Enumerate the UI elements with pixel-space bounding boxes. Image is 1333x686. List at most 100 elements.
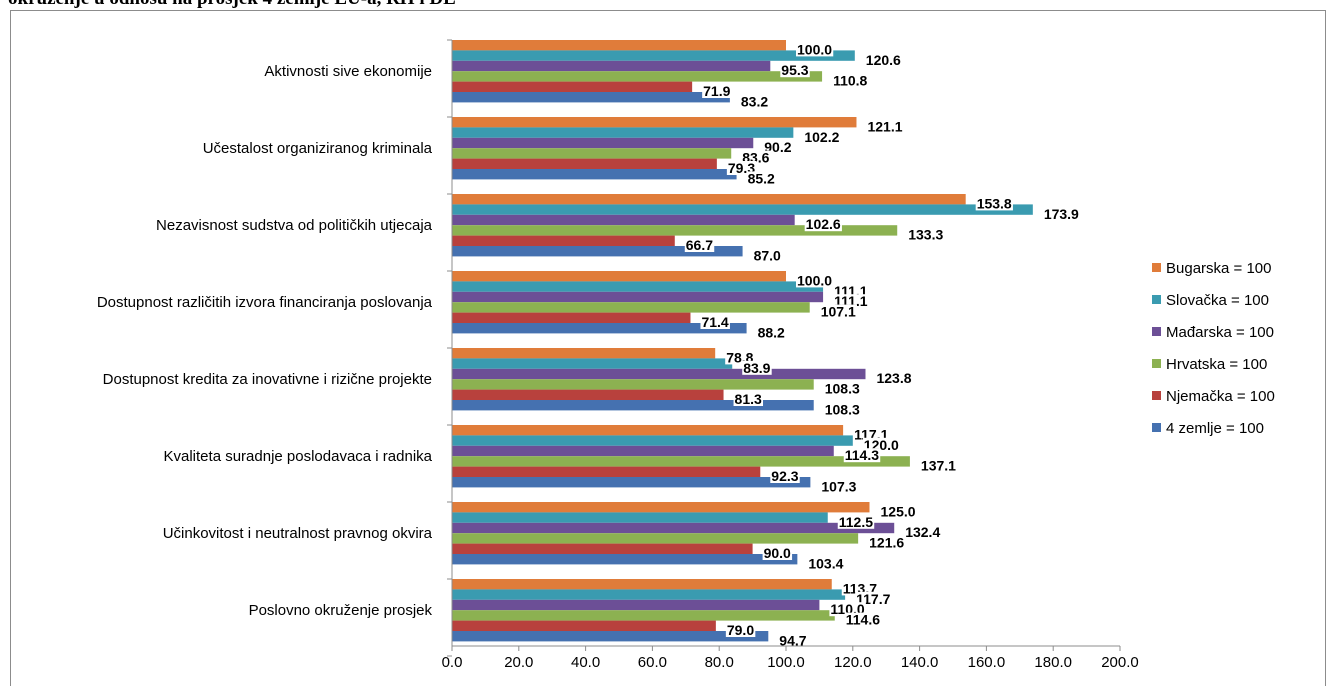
data-label: 112.5 — [839, 514, 873, 530]
legend-swatch — [1152, 359, 1161, 368]
data-label-bg — [907, 227, 945, 242]
data-label: 153.8 — [977, 195, 1012, 211]
data-label: 123.8 — [876, 370, 911, 386]
data-label: 107.1 — [821, 304, 856, 320]
bar — [452, 512, 828, 523]
bar — [452, 533, 859, 544]
bar — [452, 194, 966, 205]
data-label: 133.3 — [908, 227, 943, 243]
data-label-bg — [796, 273, 834, 288]
bar — [452, 400, 814, 411]
data-label-bg — [756, 325, 787, 340]
bar — [452, 456, 910, 467]
bar — [452, 435, 853, 446]
x-tick-label: 200.0 — [1101, 654, 1139, 671]
bar — [452, 158, 717, 169]
legend-label: Bugarska = 100 — [1166, 260, 1272, 277]
data-label: 66.7 — [686, 237, 713, 253]
data-label-bg — [823, 402, 861, 417]
data-label-bg — [762, 546, 793, 560]
legend-swatch — [1152, 327, 1161, 336]
data-label-bg — [864, 52, 903, 67]
data-label-bg — [700, 315, 730, 329]
bar — [452, 631, 769, 642]
data-label-bg — [844, 612, 882, 627]
data-label-bg — [819, 304, 857, 319]
data-label-bg — [752, 248, 783, 263]
data-label-bg — [780, 63, 810, 78]
bar — [452, 358, 733, 369]
data-label-bg — [742, 360, 772, 375]
legend-label: 4 zemlje = 100 — [1166, 420, 1264, 437]
data-label-bg — [843, 448, 881, 463]
data-label-bg — [875, 371, 913, 386]
data-label-bg — [1042, 206, 1081, 221]
bar — [452, 445, 834, 457]
data-label: 137.1 — [921, 458, 956, 474]
data-label-bg — [778, 633, 808, 648]
data-label-bg — [868, 535, 906, 550]
legend-label: Njemačka = 100 — [1166, 388, 1275, 405]
data-label-bg — [684, 238, 715, 252]
bar — [452, 579, 832, 590]
legend-swatch — [1152, 391, 1161, 400]
data-label-bg — [725, 623, 756, 637]
bar — [452, 589, 846, 600]
data-label: 81.3 — [735, 391, 762, 407]
bar — [452, 148, 732, 159]
data-label-bg — [866, 119, 904, 134]
bar — [452, 71, 823, 82]
data-label-bg — [904, 525, 942, 540]
data-label-bg — [820, 479, 858, 494]
data-label: 85.2 — [748, 170, 775, 186]
data-label-bg — [796, 42, 834, 57]
bar — [452, 92, 730, 103]
x-tick-label: 160.0 — [968, 654, 1006, 671]
data-label-bg — [837, 514, 875, 529]
bar — [452, 127, 794, 138]
data-label: 83.9 — [743, 360, 770, 376]
category-label: Dostupnost različitih izvora financiranj… — [97, 294, 433, 311]
category-label: Poslovno okruženje prosjek — [249, 602, 433, 619]
x-tick-label: 120.0 — [834, 654, 872, 671]
data-label: 121.6 — [869, 535, 904, 551]
data-label: 103.4 — [808, 555, 843, 571]
bar — [452, 599, 820, 611]
data-label: 120.6 — [866, 52, 901, 68]
legend-swatch — [1152, 423, 1161, 432]
data-label: 95.3 — [781, 62, 808, 78]
bar — [452, 379, 814, 390]
x-tick-label: 60.0 — [638, 654, 667, 671]
bar — [452, 554, 798, 565]
data-label: 88.2 — [758, 324, 785, 340]
x-tick-label: 40.0 — [571, 654, 600, 671]
bar — [452, 281, 824, 292]
x-tick-label: 180.0 — [1034, 654, 1072, 671]
bar — [452, 389, 724, 400]
category-label: Kvaliteta suradnje poslodavaca i radnika — [164, 448, 433, 465]
data-label: 102.6 — [806, 216, 841, 232]
bar — [452, 204, 1033, 215]
legend-swatch — [1152, 263, 1161, 272]
bar — [452, 302, 810, 313]
data-label: 71.4 — [701, 314, 728, 330]
data-label-bg — [803, 129, 841, 144]
data-label: 83.2 — [741, 93, 768, 109]
bar — [452, 522, 895, 534]
data-label: 92.3 — [771, 468, 798, 484]
bar — [452, 620, 716, 631]
x-tick-label: 100.0 — [767, 654, 805, 671]
data-label-bg — [879, 504, 917, 519]
data-label: 114.3 — [845, 447, 879, 463]
bar — [452, 312, 691, 323]
chart-frame — [10, 10, 1326, 686]
data-label-bg — [807, 556, 845, 571]
data-label-bg — [975, 196, 1013, 211]
data-label: 173.9 — [1044, 206, 1079, 222]
bar — [452, 137, 754, 149]
data-label: 132.4 — [905, 524, 940, 540]
data-label-bg — [832, 73, 869, 88]
bar — [452, 368, 866, 380]
bar — [452, 169, 737, 180]
